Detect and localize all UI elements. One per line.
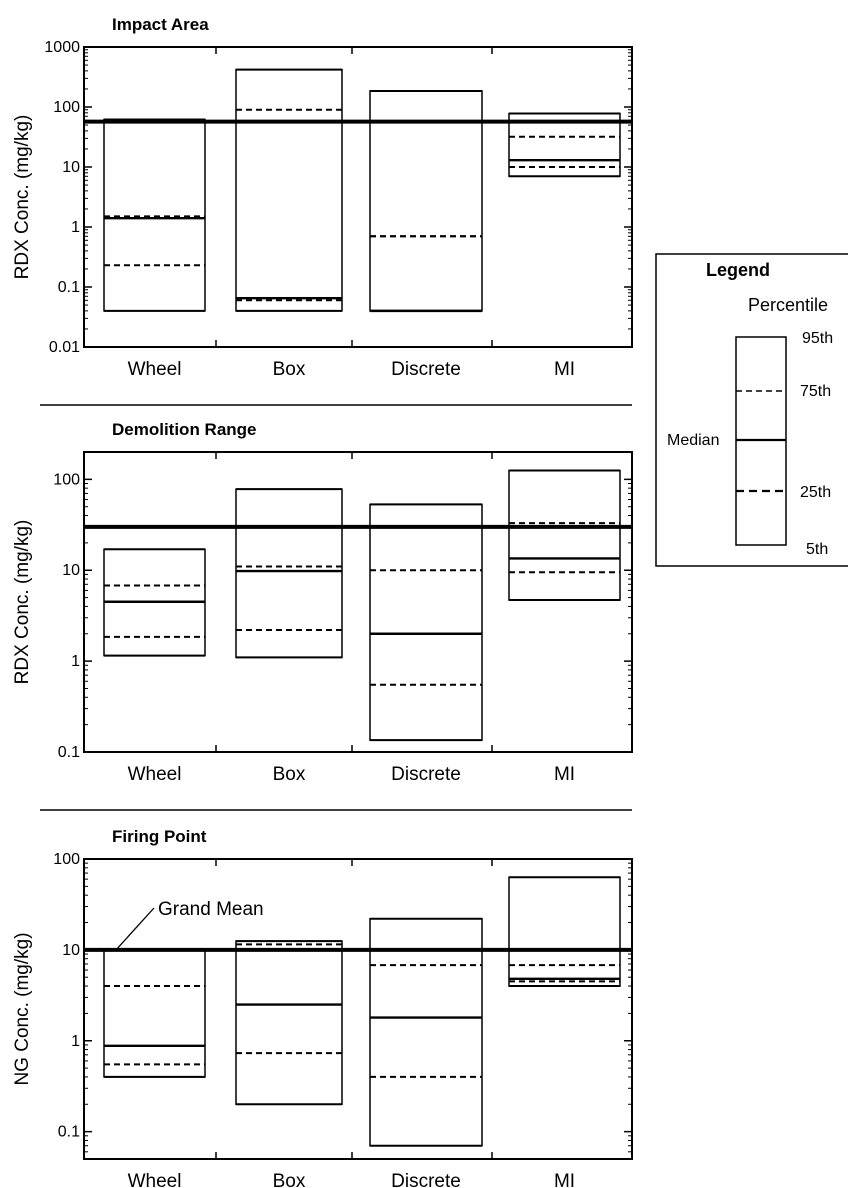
y-tick-label: 1000 — [44, 39, 80, 56]
box-box — [235, 68, 343, 312]
box-outline — [369, 918, 483, 1147]
y-tick-label: 1 — [71, 653, 80, 670]
legend-p5-label: 5th — [806, 541, 828, 558]
grand-mean-pointer — [115, 907, 155, 951]
box-outline — [369, 90, 483, 312]
y-axis-label: RDX Conc. (mg/kg) — [12, 115, 33, 280]
grand-mean-label: Grand Mean — [158, 899, 264, 920]
y-tick-label: 10 — [62, 942, 80, 959]
panel-title: Demolition Range — [112, 420, 257, 439]
panel-title: Firing Point — [112, 827, 207, 846]
chart-panels: Impact Area 0.01 0.1 1 10 100 1000 RDX Conc. (m… — [12, 15, 633, 1188]
box-outline — [103, 949, 206, 1078]
x-category-label: Wheel — [128, 359, 182, 380]
x-category-label: Discrete — [391, 1171, 461, 1188]
x-category-label: Discrete — [391, 764, 461, 785]
box-outline — [508, 876, 621, 987]
box-outline — [369, 503, 483, 741]
x-category-label: Wheel — [128, 764, 182, 785]
y-tick-label: 0.01 — [49, 339, 80, 356]
panel-title: Impact Area — [112, 15, 209, 34]
x-category-label: Box — [273, 359, 306, 380]
box-outline — [103, 118, 206, 312]
y-tick-label: 100 — [53, 99, 80, 116]
x-category-label: MI — [554, 359, 575, 380]
box-discrete — [369, 917, 483, 1147]
y-tick-label: 0.1 — [58, 744, 80, 761]
box-box — [235, 488, 343, 659]
legend-p95-label: 95th — [802, 330, 833, 347]
y-tick-label: 1 — [71, 219, 80, 236]
legend-title: Legend — [706, 260, 770, 280]
chart-panel-2: Demolition Range 0.1 1 10 100 RDX Conc. (mg/k… — [12, 420, 633, 785]
box-mi — [508, 112, 621, 178]
y-tick-label: 10 — [62, 562, 80, 579]
y-tick-label: 0.1 — [58, 1124, 80, 1141]
box-wheel — [103, 548, 206, 657]
y-tick-label: 100 — [53, 471, 80, 488]
y-axis-label: NG Conc. (mg/kg) — [12, 932, 33, 1085]
box-outline — [235, 68, 343, 312]
box-outline — [508, 469, 621, 601]
plot-frame — [83, 46, 633, 348]
y-tick-label: 1 — [71, 1033, 80, 1050]
x-category-label: MI — [554, 764, 575, 785]
legend-subtitle: Percentile — [748, 295, 828, 315]
box-outline — [235, 488, 343, 659]
legend-p25-label: 25th — [800, 484, 831, 501]
box-discrete — [369, 503, 483, 742]
y-tick-label: 0.1 — [58, 279, 80, 296]
x-category-label: MI — [554, 1171, 575, 1188]
box-outline — [235, 940, 343, 1106]
legend-p75-label: 75th — [800, 383, 831, 400]
chart-panel-3: Firing Point 0.1 1 10 100 NG Conc. (mg/kg) Whe… — [12, 827, 633, 1188]
x-category-label: Discrete — [391, 359, 461, 380]
chart-panel-1: Impact Area 0.01 0.1 1 10 100 1000 RDX Conc. (m… — [12, 15, 633, 380]
box-box — [235, 940, 343, 1106]
box-wheel — [103, 118, 206, 312]
x-category-label: Box — [273, 764, 306, 785]
y-axis-label: RDX Conc. (mg/kg) — [12, 520, 33, 685]
x-category-label: Box — [273, 1171, 306, 1188]
x-category-label: Wheel — [128, 1171, 182, 1188]
y-tick-label: 100 — [53, 851, 80, 868]
plot-frame — [83, 858, 633, 1160]
box-mi — [508, 469, 621, 602]
y-tick-label: 10 — [62, 159, 80, 176]
box-mi — [508, 876, 621, 988]
legend-median-label: Median — [667, 432, 719, 449]
legend: Legend Percentile 95th 75th Median 25th … — [655, 253, 848, 567]
box-wheel — [103, 948, 206, 1078]
legend-frame — [655, 253, 848, 567]
box-discrete — [369, 89, 483, 313]
plot-frame — [83, 451, 633, 753]
